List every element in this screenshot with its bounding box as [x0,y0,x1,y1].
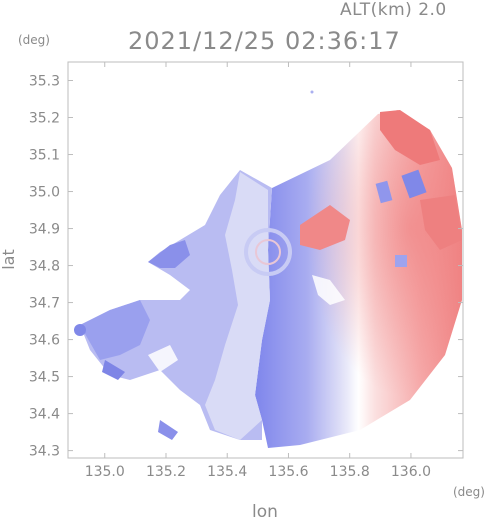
x-tick-label: 135.8 [330,464,370,480]
plot-frame [67,61,464,459]
y-tick-label: 34.6 [29,333,60,349]
y-tick-label: 34.9 [29,222,60,238]
altitude-label: ALT(km) 2.0 [340,0,447,20]
x-tick-label: 135.0 [85,464,125,480]
velocity-field [74,90,462,448]
y-tick-label: 34.4 [29,407,60,423]
y-tick-label: 35.3 [29,74,60,90]
x-tick-label: 135.4 [207,464,247,480]
y-tick-label: 35.0 [29,185,60,201]
y-tick-label: 34.3 [29,444,60,460]
x-axis-label: lon [252,502,278,522]
y-axis: 34.3 34.4 34.5 34.6 34.7 34.8 34.9 35.0 35.1 35.2… [29,74,463,460]
x-axis-unit: (deg) [453,485,485,499]
x-tick-label: 135.6 [268,464,308,480]
chart-title-timestamp: 2021/12/25 02:36:17 [128,27,401,55]
x-axis: 135.0 135.2 135.4 135.6 135.8 136.0 [85,62,431,480]
y-tick-label: 35.1 [29,148,60,164]
x-tick-label: 136.0 [391,464,431,480]
y-tick-label: 34.7 [29,296,60,312]
y-tick-label: 34.5 [29,370,60,386]
x-tick-label: 135.2 [146,464,186,480]
y-tick-label: 34.8 [29,259,60,275]
y-axis-unit: (deg) [18,33,50,47]
y-tick-label: 35.2 [29,111,60,127]
